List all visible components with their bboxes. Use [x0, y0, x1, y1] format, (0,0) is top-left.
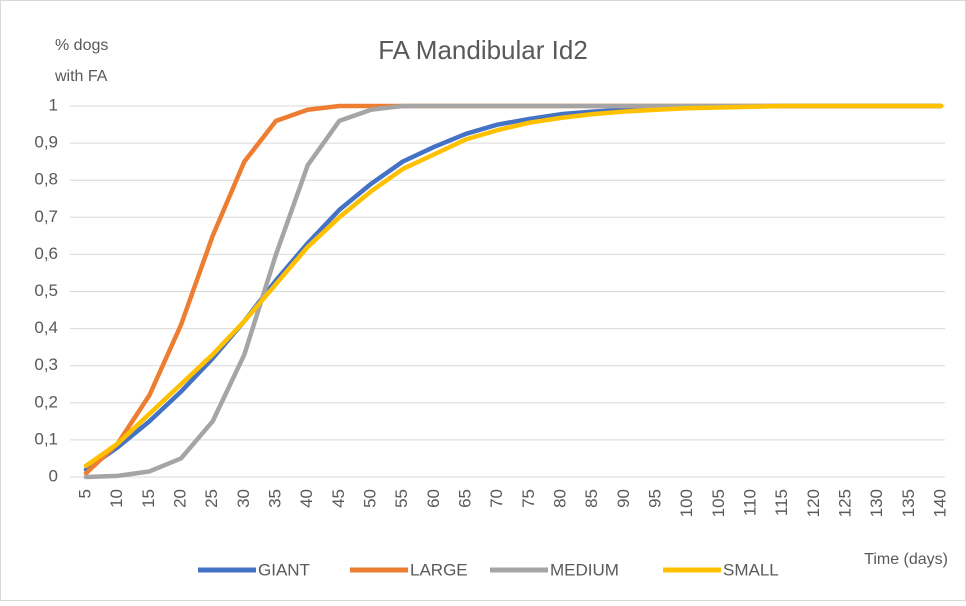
x-tick-label: 100 [677, 489, 696, 517]
x-tick-label: 15 [139, 489, 158, 508]
x-tick-label: 90 [614, 489, 633, 508]
x-tick-label: 25 [202, 489, 221, 508]
x-axis-label: Time (days) [864, 551, 948, 568]
y-tick-label: 0,3 [34, 355, 58, 374]
x-tick-label: 135 [899, 489, 918, 517]
x-tick-label: 140 [930, 489, 949, 517]
x-tick-label: 10 [107, 489, 126, 508]
x-tick-label: 110 [740, 489, 759, 516]
x-tick-label: 85 [582, 489, 601, 508]
x-tick-label: 70 [487, 489, 506, 508]
y-tick-label: 0,5 [34, 281, 58, 300]
y-axis-label: with FA [54, 68, 108, 85]
x-tick-label: 55 [392, 489, 411, 508]
y-tick-label: 0,4 [34, 318, 58, 337]
x-tick-label: 65 [455, 489, 474, 508]
y-axis-label: % dogs [55, 37, 108, 54]
x-tick-label: 75 [519, 489, 538, 508]
legend-label: LARGE [410, 560, 468, 579]
series-line [83, 103, 944, 469]
x-tick-label: 50 [360, 489, 379, 508]
x-tick-label: 30 [234, 489, 253, 508]
y-tick-label: 0 [49, 466, 58, 485]
x-tick-label: 5 [75, 489, 94, 498]
x-tick-label: 95 [645, 489, 664, 508]
x-tick-label: 105 [709, 489, 728, 517]
y-tick-label: 1 [49, 95, 58, 114]
x-tick-label: 80 [550, 489, 569, 508]
x-tick-label: 60 [424, 489, 443, 508]
y-tick-label: 0,1 [34, 429, 58, 448]
y-tick-label: 0,9 [34, 133, 58, 152]
legend-label: GIANT [258, 560, 310, 579]
chart-title: FA Mandibular Id2 [378, 35, 588, 65]
y-tick-label: 0,8 [34, 170, 58, 189]
y-tick-label: 0,7 [34, 207, 58, 226]
legend-label: MEDIUM [550, 560, 619, 579]
x-tick-label: 130 [867, 489, 886, 517]
x-tick-label: 35 [265, 489, 284, 508]
y-tick-label: 0,2 [34, 392, 58, 411]
x-tick-label: 115 [772, 489, 791, 516]
x-tick-label: 45 [329, 489, 348, 508]
x-tick-label: 40 [297, 489, 316, 508]
legend-label: SMALL [723, 560, 779, 579]
x-tick-label: 125 [835, 489, 854, 517]
x-tick-label: 120 [804, 489, 823, 517]
y-tick-label: 0,6 [34, 244, 58, 263]
x-tick-label: 20 [170, 489, 189, 508]
